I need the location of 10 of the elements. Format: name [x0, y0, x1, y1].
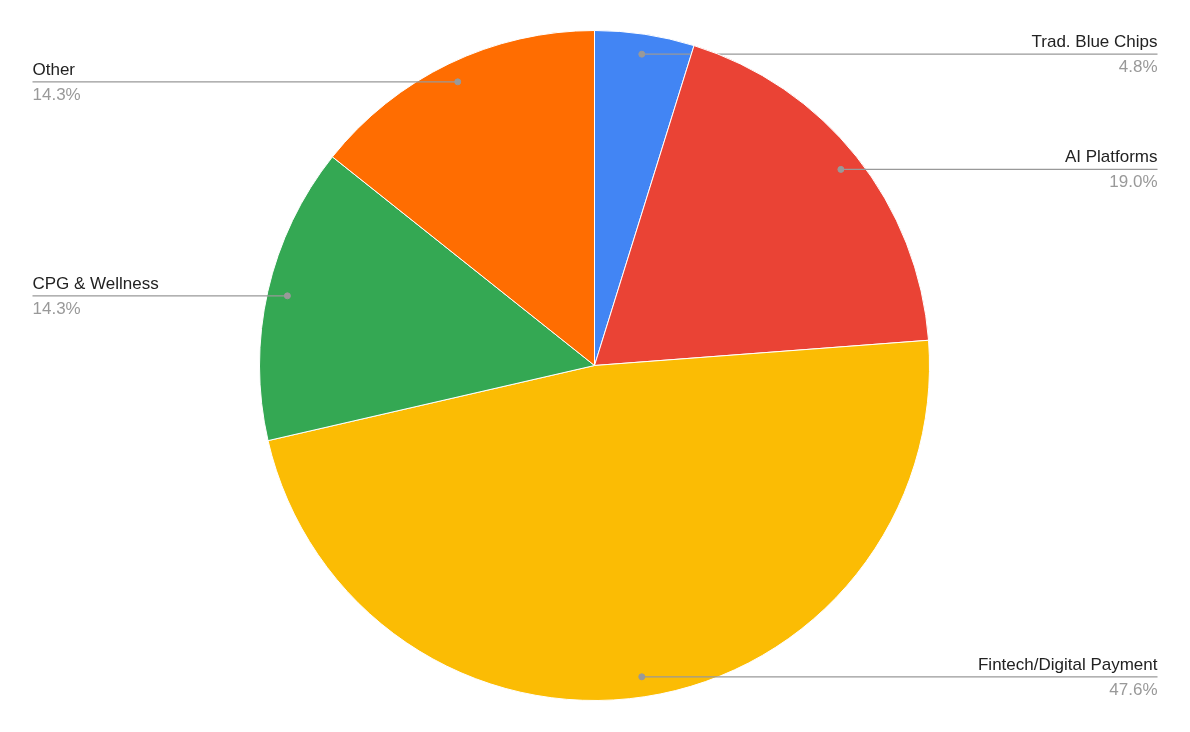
data-label: 47.6%: [1109, 679, 1158, 699]
slice-label: CPG & Wellness: [32, 273, 159, 293]
data-label: 14.3%: [32, 84, 81, 104]
data-label: 4.8%: [1118, 57, 1158, 77]
slice-label: AI Platforms: [1064, 147, 1158, 167]
slice-label: Trad. Blue Chips: [1031, 32, 1158, 52]
slice-label: Fintech/Digital Payment: [977, 654, 1158, 674]
data-label: 19.0%: [1109, 172, 1158, 192]
data-label: 14.3%: [32, 298, 81, 318]
slice-label: Other: [32, 59, 76, 79]
